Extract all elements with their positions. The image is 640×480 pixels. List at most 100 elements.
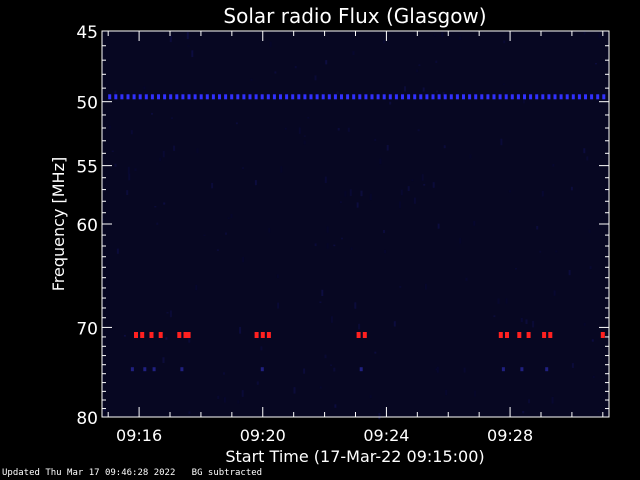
noise-speck [570, 186, 573, 191]
faint-mark [152, 367, 156, 372]
noise-speck [595, 63, 597, 65]
x-axis-label: Start Time (17-Mar-22 09:15:00) [225, 447, 484, 466]
noise-speck [374, 138, 377, 142]
y-tick-label: 70 [76, 319, 98, 339]
noise-speck [522, 411, 525, 414]
noise-speck [571, 363, 574, 368]
noise-speck [103, 408, 106, 412]
noise-speck [235, 122, 238, 125]
noise-speck [123, 334, 126, 337]
y-tick-label: 45 [76, 23, 98, 43]
burst-mark [505, 332, 509, 338]
interference-dash [565, 94, 569, 100]
interference-dash [175, 94, 179, 100]
noise-speck [443, 145, 446, 149]
noise-speck [463, 367, 466, 373]
noise-speck [141, 371, 144, 373]
noise-speck [336, 91, 339, 95]
noise-speck [276, 274, 279, 279]
noise-speck [307, 117, 310, 119]
noise-speck [352, 51, 355, 55]
x-tick-label: 09:16 [116, 426, 162, 445]
noise-speck [242, 167, 244, 170]
faint-mark [180, 367, 184, 372]
interference-dash [553, 94, 557, 100]
interference-dash [523, 94, 526, 100]
noise-speck [169, 35, 172, 43]
interference-dash [126, 94, 130, 100]
noise-speck [230, 214, 233, 218]
noise-speck [433, 34, 436, 37]
noise-speck [166, 312, 169, 314]
noise-speck [583, 148, 586, 154]
noise-speck [127, 166, 130, 174]
interference-dash [279, 94, 282, 100]
noise-speck [553, 290, 556, 296]
burst-mark [526, 332, 531, 338]
noise-speck [293, 387, 296, 394]
interference-dash [510, 94, 514, 100]
y-tick-label: 55 [76, 158, 98, 178]
noise-speck [211, 182, 214, 189]
noise-speck [241, 390, 244, 397]
burst-mark [600, 332, 605, 338]
interference-dash [364, 94, 368, 100]
burst-mark [260, 332, 265, 338]
faint-mark [143, 367, 147, 372]
noise-speck [441, 32, 444, 37]
noise-speck [203, 234, 206, 236]
noise-speck [393, 321, 396, 327]
burst-mark [158, 332, 163, 338]
noise-speck [319, 386, 322, 389]
noise-speck [163, 202, 166, 205]
interference-dash [248, 94, 252, 100]
noise-speck [435, 368, 438, 371]
interference-dash [205, 94, 209, 100]
interference-dash [370, 94, 374, 100]
noise-speck [349, 189, 352, 196]
interference-dash [443, 94, 447, 100]
noise-speck [354, 302, 357, 309]
interference-dash [144, 94, 148, 100]
interference-dash [376, 94, 380, 100]
noise-speck [165, 337, 168, 340]
noise-speck [592, 375, 595, 378]
noise-speck [459, 238, 462, 244]
noise-speck [442, 92, 445, 96]
noise-speck [195, 284, 198, 291]
noise-speck [280, 166, 283, 173]
faint-mark [545, 367, 549, 372]
noise-speck [337, 128, 340, 131]
noise-speck [551, 396, 554, 404]
noise-speck [356, 202, 359, 208]
interference-dash [321, 94, 325, 100]
noise-speck [497, 298, 500, 304]
noise-speck [469, 154, 472, 159]
noise-speck [436, 90, 438, 93]
noise-speck [436, 366, 439, 373]
noise-speck [536, 226, 539, 230]
noise-speck [114, 163, 117, 167]
noise-speck [389, 101, 392, 105]
interference-dash [120, 94, 124, 100]
noise-speck [369, 395, 372, 399]
noise-speck [188, 338, 191, 343]
faint-mark [520, 367, 524, 372]
noise-speck [151, 112, 153, 115]
noise-speck [583, 322, 586, 326]
noise-speck [330, 316, 333, 323]
interference-dash [480, 94, 484, 100]
noise-speck [596, 99, 599, 101]
noise-speck [326, 243, 329, 249]
chart-title: Solar radio Flux (Glasgow) [223, 4, 486, 28]
noise-speck [505, 298, 508, 304]
noise-speck [347, 127, 350, 132]
noise-speck [586, 156, 589, 161]
noise-speck [528, 399, 530, 404]
noise-speck [196, 148, 199, 153]
noise-speck [555, 250, 558, 253]
burst-mark [548, 332, 553, 338]
burst-mark [177, 332, 182, 338]
noise-speck [217, 395, 220, 400]
